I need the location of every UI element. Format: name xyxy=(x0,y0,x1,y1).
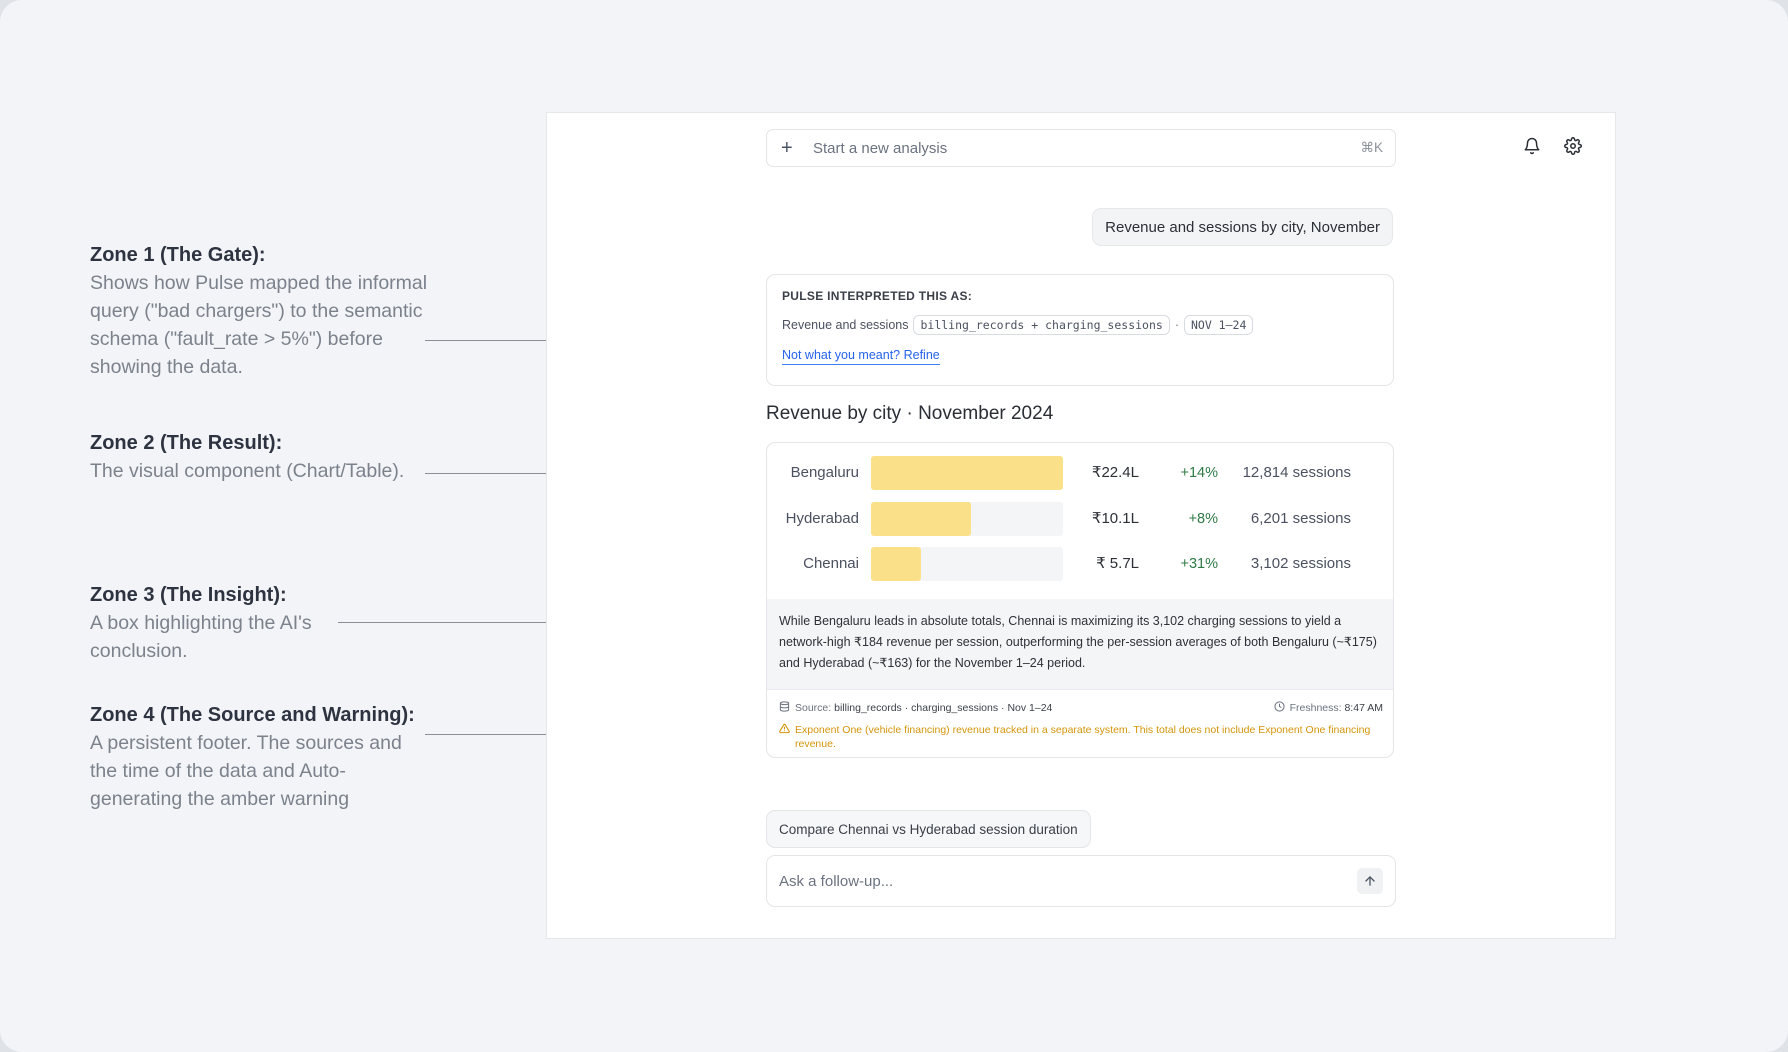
zone1-annotation: Zone 1 (The Gate): Shows how Pulse mappe… xyxy=(90,241,430,381)
freshness-label: Freshness: xyxy=(1289,702,1342,714)
shortcut-hint: ⌘K xyxy=(1360,140,1383,155)
tables-chip: billing_records + charging_sessions xyxy=(913,315,1170,335)
gear-icon[interactable] xyxy=(1564,137,1582,155)
new-analysis-bar[interactable]: + Start a new analysis ⌘K xyxy=(766,129,1396,167)
amber-warning: Exponent One (vehicle financing) revenue… xyxy=(779,723,1383,751)
growth-value: +31% xyxy=(1180,556,1219,572)
growth-value: +8% xyxy=(1188,511,1218,527)
insight-box: While Bengaluru leads in absolute totals… xyxy=(767,599,1393,689)
zone2-desc: The visual component (Chart/Table). xyxy=(90,460,405,482)
source-footer: Source: billing_records · charging_sessi… xyxy=(767,689,1393,757)
revenue-bar xyxy=(871,547,921,581)
interpretation-row: Revenue and sessions billing_records + c… xyxy=(782,315,1378,335)
warning-icon xyxy=(779,723,792,751)
database-icon xyxy=(779,701,792,715)
new-analysis-placeholder: Start a new analysis xyxy=(813,139,948,157)
freshness-value: 8:47 AM xyxy=(1344,702,1383,714)
zone1-title: Zone 1 (The Gate): xyxy=(90,244,266,266)
revenue-bar xyxy=(871,502,971,536)
warning-text: Exponent One (vehicle financing) revenue… xyxy=(795,724,1371,750)
city-label: Hyderabad xyxy=(785,510,859,527)
city-row: Hyderabad ₹10.1L +8% 6,201 sessions xyxy=(767,502,1393,536)
app-frame: + Start a new analysis ⌘K Revenue and se… xyxy=(546,112,1616,939)
city-row: Bengaluru ₹22.4L +14% 12,814 sessions xyxy=(767,456,1393,490)
interpretation-card: PULSE INTERPRETED THIS AS: Revenue and s… xyxy=(766,274,1394,386)
followup-input[interactable] xyxy=(779,872,1357,890)
zone3-title: Zone 3 (The Insight): xyxy=(90,584,287,606)
revenue-amount: ₹22.4L xyxy=(1091,464,1139,481)
zone4-title: Zone 4 (The Source and Warning): xyxy=(90,704,415,726)
date-range-chip: NOV 1–24 xyxy=(1183,315,1254,335)
result-card: Bengaluru ₹22.4L +14% 12,814 sessions Hy… xyxy=(766,442,1394,758)
bell-icon[interactable] xyxy=(1523,137,1541,155)
sessions-count: 6,201 sessions xyxy=(1250,510,1351,527)
zone3-desc: A box highlighting the AI's conclusion. xyxy=(90,612,312,662)
result-title: Revenue by city · November 2024 xyxy=(766,403,1054,424)
revenue-bar xyxy=(871,456,1063,490)
bar-track xyxy=(871,502,1063,536)
arrow-up-icon xyxy=(1365,876,1375,886)
separator-dot: · xyxy=(1174,318,1179,332)
sessions-count: 12,814 sessions xyxy=(1242,464,1351,481)
revenue-amount: ₹10.1L xyxy=(1091,510,1139,527)
bar-track xyxy=(871,547,1063,581)
zone3-annotation: Zone 3 (The Insight): A box highlighting… xyxy=(90,581,350,665)
zone2-annotation: Zone 2 (The Result): The visual componen… xyxy=(90,429,430,485)
city-row: Chennai ₹ 5.7L +31% 3,102 sessions xyxy=(767,547,1393,581)
followup-box xyxy=(766,855,1396,907)
clock-icon xyxy=(1274,701,1287,715)
user-query-bubble: Revenue and sessions by city, November xyxy=(1092,208,1393,246)
zone2-title: Zone 2 (The Result): xyxy=(90,432,283,454)
zone4-annotation: Zone 4 (The Source and Warning): A persi… xyxy=(90,701,430,813)
plus-icon: + xyxy=(781,137,793,159)
bar-track xyxy=(871,456,1063,490)
source-value: billing_records · charging_sessions · No… xyxy=(834,702,1053,714)
city-label: Chennai xyxy=(803,555,859,572)
interpretation-label: PULSE INTERPRETED THIS AS: xyxy=(782,289,973,303)
city-label: Bengaluru xyxy=(790,464,859,481)
revenue-amount: ₹ 5.7L xyxy=(1096,555,1139,572)
zone4-desc: A persistent footer. The sources and the… xyxy=(90,732,402,810)
sessions-count: 3,102 sessions xyxy=(1250,555,1351,572)
refine-link[interactable]: Not what you meant? Refine xyxy=(782,348,940,365)
source-label: Source: xyxy=(795,702,832,714)
interpretation-metric: Revenue and sessions xyxy=(782,318,909,332)
zone1-desc: Shows how Pulse mapped the informal quer… xyxy=(90,272,428,378)
send-button[interactable] xyxy=(1357,868,1383,894)
growth-value: +14% xyxy=(1180,465,1219,481)
suggestion-chip[interactable]: Compare Chennai vs Hyderabad session dur… xyxy=(766,810,1091,848)
